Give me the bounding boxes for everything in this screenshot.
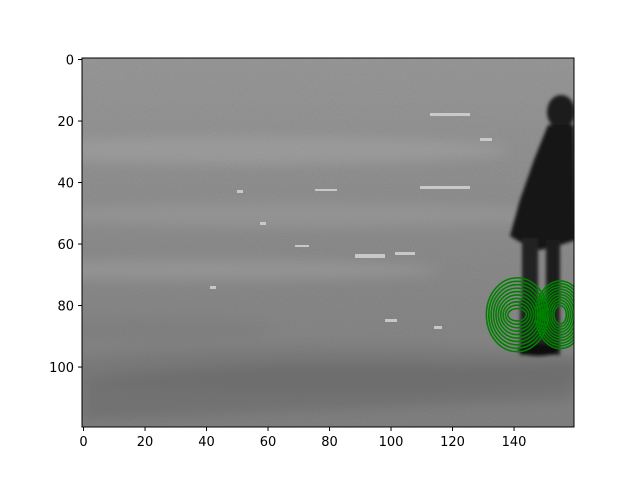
x-tick-label: 40 (198, 435, 215, 450)
green-ring (547, 296, 574, 333)
x-tick-label: 100 (379, 435, 404, 450)
x-tick-label: 120 (440, 435, 465, 450)
y-axis: 0 20 40 60 80 100 (49, 54, 82, 376)
green-ring (549, 299, 572, 331)
green-ring (492, 287, 542, 343)
green-ring (536, 282, 574, 347)
x-tick-label: 0 (79, 435, 87, 450)
light-specks (210, 113, 492, 329)
green-ring (540, 288, 574, 342)
green-ring (538, 285, 574, 344)
green-ring (553, 304, 568, 325)
grayscale-photo (82, 58, 574, 427)
y-tick-label: 60 (57, 238, 74, 253)
green-ring (545, 293, 574, 336)
x-tick-label: 60 (260, 435, 277, 450)
green-ring (534, 280, 574, 350)
y-tick-label: 0 (66, 54, 74, 69)
x-tick-label: 80 (321, 435, 338, 450)
x-tick-label: 20 (137, 435, 154, 450)
x-tick-label: 140 (502, 435, 527, 450)
y-tick-label: 40 (57, 177, 74, 192)
x-axis: 0 20 40 60 80 100 120 140 (79, 427, 526, 450)
green-ring (504, 304, 530, 326)
y-tick-label: 20 (57, 115, 74, 130)
green-ring (499, 297, 535, 332)
detection-rings (485, 277, 574, 353)
green-ring (507, 307, 528, 322)
y-tick-label: 80 (57, 300, 74, 315)
y-tick-label: 100 (49, 361, 74, 376)
axes-frame (81, 57, 575, 428)
green-ring (542, 291, 574, 339)
green-ring (502, 300, 532, 329)
green-ring (551, 302, 570, 328)
